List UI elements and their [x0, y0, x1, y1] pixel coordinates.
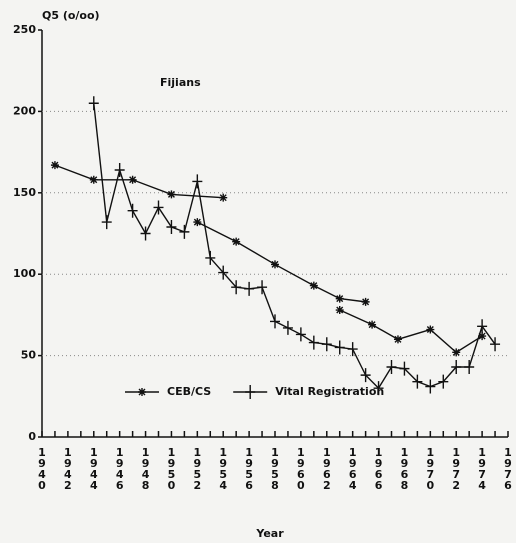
- marker: [393, 335, 402, 344]
- y-tick-label: 150: [13, 186, 36, 199]
- marker: [309, 281, 318, 290]
- legend-label: Vital Registration: [275, 385, 384, 398]
- legend-label: CEB/CS: [167, 385, 211, 398]
- y-axis-label: Q5 (o/oo): [42, 9, 100, 22]
- marker: [167, 190, 176, 199]
- marker: [412, 374, 423, 389]
- marker: [464, 359, 475, 374]
- marker: [179, 224, 190, 239]
- marker: [426, 325, 435, 334]
- marker: [373, 381, 384, 396]
- marker: [295, 327, 306, 342]
- marker: [244, 281, 255, 296]
- marker: [88, 96, 99, 111]
- marker: [232, 237, 241, 246]
- marker: [334, 340, 345, 355]
- marker: [153, 200, 164, 215]
- marker: [138, 388, 146, 396]
- marker: [114, 163, 125, 178]
- y-tick-label: 200: [13, 104, 36, 117]
- marker: [205, 250, 216, 265]
- marker: [127, 203, 138, 218]
- y-tick-label: 250: [13, 23, 36, 36]
- marker: [451, 359, 462, 374]
- marker: [438, 374, 449, 389]
- marker: [218, 265, 229, 280]
- marker: [166, 219, 177, 234]
- chart-title: Fijians: [160, 76, 201, 89]
- y-tick-label: 50: [21, 349, 37, 362]
- marker: [308, 335, 319, 350]
- x-axis-label: Year: [255, 527, 284, 540]
- marker: [270, 314, 280, 329]
- marker: [347, 342, 358, 357]
- marker: [335, 306, 344, 315]
- marker: [140, 226, 151, 241]
- marker: [360, 368, 371, 383]
- marker: [219, 193, 228, 202]
- series-line: [93, 103, 496, 390]
- marker: [490, 337, 501, 352]
- marker: [101, 215, 112, 230]
- marker: [478, 332, 487, 341]
- marker: [477, 319, 488, 334]
- marker: [257, 280, 268, 295]
- marker: [321, 337, 332, 352]
- marker: [193, 218, 202, 227]
- marker: [399, 361, 410, 376]
- marker: [386, 359, 397, 374]
- marker: [50, 161, 59, 170]
- marker: [425, 379, 436, 394]
- marker: [271, 260, 279, 269]
- marker: [361, 297, 370, 306]
- marker: [245, 385, 256, 399]
- marker: [128, 175, 137, 184]
- y-tick-label: 100: [13, 267, 36, 280]
- marker: [231, 280, 242, 295]
- marker: [452, 348, 461, 357]
- marker: [282, 320, 293, 335]
- marker: [192, 174, 203, 189]
- marker: [335, 294, 344, 303]
- y-tick-label: 0: [28, 430, 36, 443]
- marker: [368, 320, 377, 329]
- marker: [89, 175, 98, 184]
